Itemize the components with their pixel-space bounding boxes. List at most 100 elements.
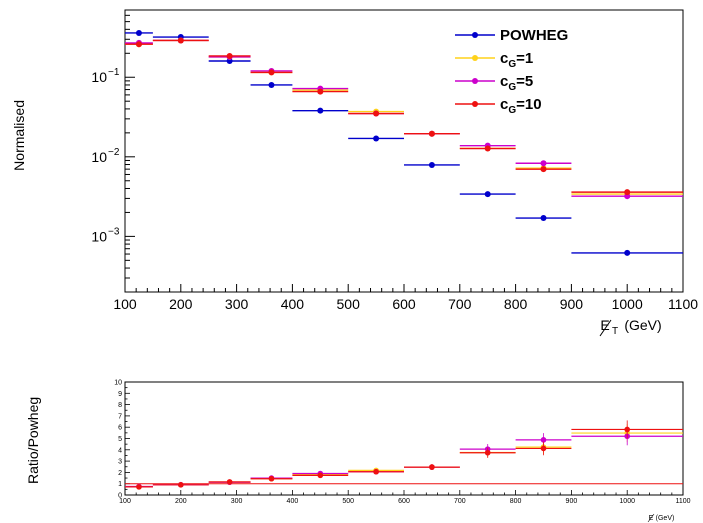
legend-label: cG=1 — [500, 50, 533, 70]
main-data-marks — [125, 29, 683, 256]
ratio-unit-label: (GeV) — [656, 515, 675, 522]
main-plot-panel: Normalised 100 200 300 400 500 600 700 800 900 10… — [11, 9, 698, 337]
ratio-x-tick-label: 100 — [119, 498, 131, 505]
data-point — [177, 37, 184, 44]
main-x-axis-title: E T (GeV) — [599, 317, 662, 337]
met-slash — [599, 319, 612, 337]
data-point — [428, 161, 435, 168]
x-tick-label: 300 — [225, 296, 249, 312]
y-tick-label: 10 — [91, 69, 107, 85]
met-subscript: T — [612, 326, 618, 337]
data-point — [373, 135, 380, 142]
x-tick-label: 600 — [392, 296, 416, 312]
legend-marker — [472, 101, 478, 107]
ratio-data-point — [373, 468, 379, 475]
x-tick-label: 1000 — [612, 296, 643, 312]
series-cg-10 — [125, 37, 683, 196]
x-tick-label: 700 — [448, 296, 472, 312]
data-point — [317, 107, 324, 114]
ratio-data-point — [540, 445, 547, 452]
data-point — [135, 29, 142, 36]
x-tick-label: 400 — [281, 296, 305, 312]
ratio-y-tick-label: 1 — [118, 481, 122, 488]
ratio-y-tick-label: 9 — [118, 391, 122, 398]
ratio-x-tick-label: 700 — [454, 498, 466, 505]
ratio-data-marks — [125, 420, 683, 490]
ratio-y-tick-label: 6 — [118, 425, 122, 432]
ratio-y-tick-label: 0 — [118, 493, 122, 500]
ratio-data-point — [268, 475, 275, 482]
ratio-x-tick-label: 800 — [510, 498, 522, 505]
data-point — [135, 41, 142, 48]
met-symbol: E — [600, 317, 609, 333]
ratio-x-tick-label: 300 — [231, 498, 243, 505]
y-tick-exponent: −2 — [108, 147, 120, 158]
ratio-data-point — [317, 472, 324, 479]
y-tick-exponent: −3 — [108, 226, 120, 237]
ratio-x-tick-label: 1100 — [675, 498, 690, 505]
ratio-data-point — [624, 426, 630, 433]
legend: POWHEG cG=1 cG=5 cG=10 — [455, 27, 568, 116]
data-point — [540, 166, 547, 173]
ratio-x-tick-label: 1000 — [619, 498, 635, 505]
x-tick-label: 900 — [560, 296, 584, 312]
ratio-y-axis-title: Ratio/Powheg — [25, 397, 41, 484]
data-point — [268, 81, 275, 88]
ratio-x-tick-label: 200 — [175, 498, 187, 505]
y-tick-label: 10 — [91, 228, 107, 244]
y-tick-exponent: −1 — [108, 67, 120, 78]
ratio-met-slash — [647, 513, 655, 523]
ratio-met-symbol: E — [649, 515, 654, 522]
data-point — [428, 130, 435, 137]
ratio-y-tick-label: 4 — [118, 447, 122, 454]
data-point — [540, 215, 547, 222]
ratio-plot-panel: Ratio/Powheg 100 200 300 400 500 600 700 800 900… — [25, 380, 691, 523]
data-point — [373, 110, 380, 117]
ratio-series-2 — [125, 420, 683, 490]
data-point — [317, 88, 324, 95]
ratio-plot-frame — [124, 381, 684, 496]
ratio-data-point — [540, 437, 547, 443]
legend-marker — [472, 55, 478, 61]
data-point — [268, 69, 275, 76]
main-y-axis-title: Normalised — [11, 100, 27, 171]
ratio-data-point — [484, 449, 491, 456]
ratio-series-1 — [125, 427, 683, 490]
series-cg-5 — [125, 37, 683, 200]
ratio-x-tick-label: 900 — [566, 498, 578, 505]
data-point — [226, 52, 233, 59]
data-point — [540, 160, 547, 167]
ratio-data-point — [136, 484, 142, 490]
legend-marker — [472, 78, 478, 84]
ratio-y-tick-label: 3 — [118, 459, 122, 466]
y-tick-label: 10 — [91, 149, 107, 165]
data-point — [484, 191, 491, 198]
ratio-x-tick-label: 400 — [287, 498, 299, 505]
x-tick-label: 500 — [337, 296, 361, 312]
ratio-x-tick-label: 600 — [398, 498, 410, 505]
legend-label: cG=5 — [500, 73, 533, 93]
legend-label: POWHEG — [500, 27, 568, 44]
x-tick-label: 1100 — [668, 296, 698, 312]
ratio-y-tick-label: 10 — [114, 380, 122, 387]
main-plot-frame — [124, 9, 684, 293]
ratio-series-0 — [125, 424, 683, 490]
unit-label: (GeV) — [624, 317, 661, 333]
ratio-x-tick-label: 500 — [342, 498, 354, 505]
ratio-data-point — [226, 479, 233, 485]
x-tick-label: 200 — [169, 296, 193, 312]
ratio-y-tick-label: 7 — [118, 413, 122, 420]
ratio-y-tick-label: 5 — [118, 436, 122, 443]
legend-marker — [472, 32, 478, 38]
x-tick-label: 100 — [113, 296, 137, 312]
ratio-data-point — [429, 464, 435, 470]
ratio-data-point — [178, 482, 184, 488]
series-powheg — [125, 29, 683, 256]
ratio-x-axis-title: E (GeV) — [647, 513, 675, 523]
ratio-axis-ticks: 100 200 300 400 500 600 700 800 900 1000 1100 0 1 2 3 4… — [114, 380, 690, 506]
ratio-y-tick-label: 8 — [118, 402, 122, 409]
data-point — [624, 189, 631, 196]
legend-label: cG=10 — [500, 96, 542, 116]
